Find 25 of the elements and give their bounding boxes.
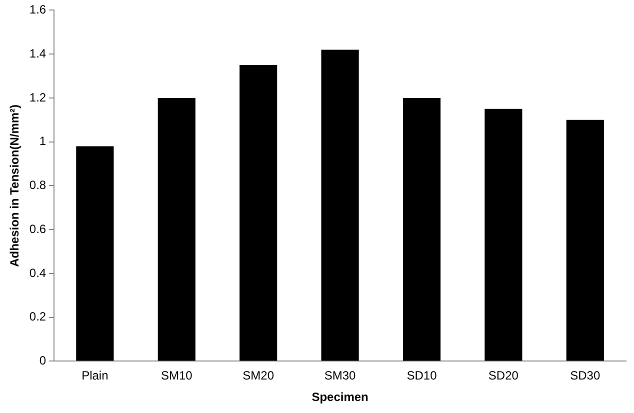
bar (76, 146, 114, 361)
bar (402, 98, 441, 361)
y-tick-label: 0.6 (29, 222, 46, 236)
x-tick-label: SM10 (160, 368, 193, 383)
y-tick-label: 0.8 (29, 178, 46, 192)
bar (566, 120, 604, 361)
x-tick-label: SD10 (406, 368, 438, 383)
bar (484, 108, 522, 361)
x-tick-label: SM20 (242, 368, 274, 383)
x-tick-label: SD20 (488, 368, 519, 383)
y-tick-label: 1.4 (29, 46, 46, 60)
y-axis-title: Adhesion in Tension(N/mm²) (8, 104, 22, 267)
y-tick-label: 0 (39, 354, 46, 368)
y-tick-label: 0.2 (29, 310, 46, 324)
x-tick-label: SD30 (570, 368, 600, 383)
x-tick-label: SM30 (324, 368, 356, 383)
y-tick-label: 0.4 (29, 266, 46, 280)
bar (321, 50, 359, 361)
x-axis-title: Specimen (312, 390, 368, 404)
y-tick-label: 1.6 (29, 2, 46, 17)
y-tick-label: 1 (39, 134, 46, 148)
bar (240, 65, 278, 361)
y-tick-label: 1.2 (29, 90, 46, 104)
x-tick-label: Plain (82, 368, 108, 383)
bar (158, 98, 196, 361)
